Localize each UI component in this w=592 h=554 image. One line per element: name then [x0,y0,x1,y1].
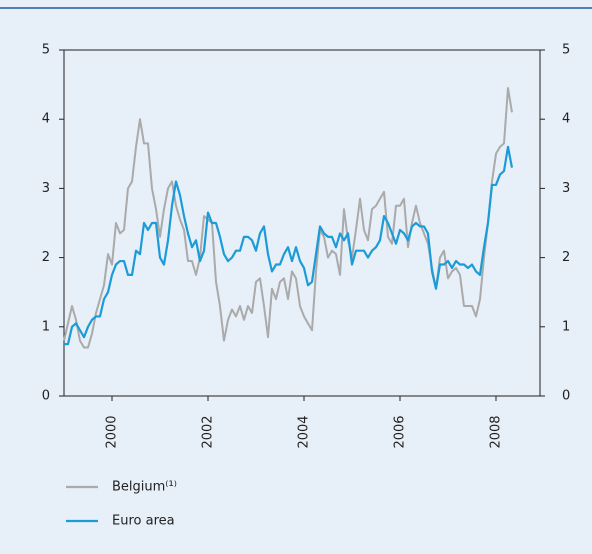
y2-tick-label: 5 [562,43,570,58]
y-tick-label: 5 [42,43,50,58]
x-tick-label: 2000 [104,415,119,448]
y-tick-label: 2 [42,250,50,265]
x-tick-label: 2006 [392,415,407,448]
y2-tick-label: 1 [562,319,570,334]
y2-tick-label: 3 [562,181,570,196]
y2-tick-label: 0 [562,389,570,404]
y2-tick-label: 2 [562,250,570,265]
y-tick-label: 1 [42,319,50,334]
plot-frame [63,49,541,397]
y-tick-label: 3 [42,181,50,196]
x-tick-label: 2002 [200,415,215,448]
y2-tick-label: 4 [562,112,570,127]
x-tick-label: 2008 [488,415,503,448]
legend-label: Belgium⁽¹⁾ [112,480,177,495]
y-tick-label: 0 [42,389,50,404]
x-tick-label: 2004 [296,415,311,448]
data-line [64,145,514,346]
legend-label: Euro area [112,514,175,529]
y-tick-label: 4 [42,112,50,127]
